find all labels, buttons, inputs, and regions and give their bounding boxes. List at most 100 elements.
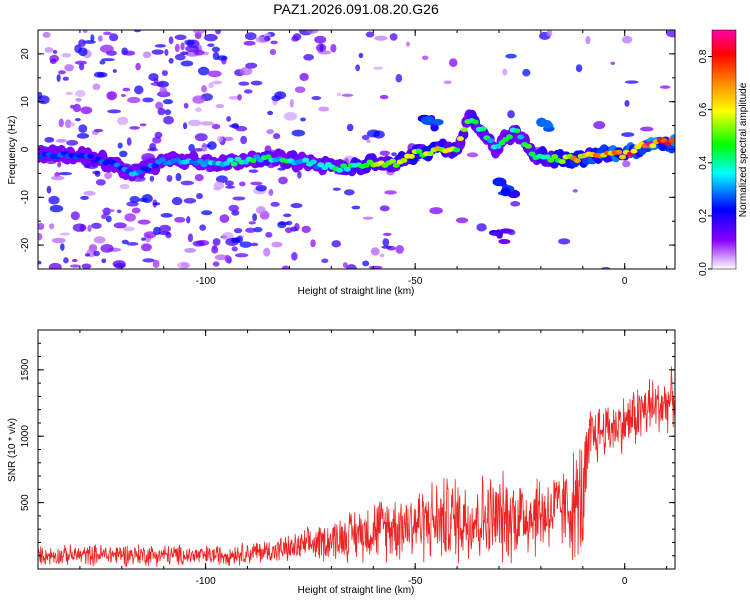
ridge-core — [558, 159, 566, 165]
noise-blob — [83, 40, 96, 44]
noise-blob — [248, 221, 256, 225]
noise-blob — [121, 239, 129, 245]
side-blob — [499, 228, 514, 234]
noise-blob — [104, 171, 113, 180]
noise-blob — [126, 241, 139, 246]
noise-blob — [152, 259, 160, 268]
ridge-core — [573, 158, 581, 164]
noise-blob — [239, 241, 252, 248]
noise-blob — [152, 202, 161, 206]
noise-blob — [153, 78, 159, 84]
noise-blob — [267, 110, 274, 116]
colorbar-tick-label: 0.4 — [698, 155, 709, 169]
noise-blob — [228, 95, 240, 100]
noise-blob — [382, 238, 390, 247]
noise-blob — [231, 246, 238, 252]
noise-blob — [97, 35, 103, 42]
y-tick-label: 10 — [20, 96, 31, 108]
ridge-core — [460, 126, 468, 132]
noise-blob — [75, 89, 86, 98]
noise-blob — [124, 213, 136, 222]
noise-blob — [139, 123, 147, 127]
noise-blob — [64, 119, 72, 128]
noise-blob — [211, 123, 221, 130]
ridge-core — [230, 161, 238, 167]
noise-blob — [318, 50, 332, 55]
noise-blob — [105, 215, 112, 223]
noise-blob — [116, 209, 122, 214]
side-blob — [420, 116, 435, 126]
noise-blob — [382, 232, 392, 236]
noise-blob — [48, 195, 60, 205]
noise-blob — [107, 109, 121, 114]
noise-blob — [243, 40, 256, 46]
noise-blob — [101, 258, 107, 264]
noise-blob — [93, 236, 106, 244]
noise-blob — [168, 36, 174, 45]
noise-blob — [336, 92, 342, 96]
ridge-core — [392, 162, 400, 168]
noise-blob — [362, 260, 370, 267]
colorbar-tick-label: 0.0 — [698, 262, 709, 276]
ridge-core — [668, 137, 675, 143]
noise-blob — [240, 135, 248, 145]
noise-blob — [113, 222, 127, 229]
noise-blob — [201, 210, 213, 216]
noise-blob — [82, 30, 88, 34]
noise-blob — [318, 106, 330, 112]
noise-blob — [203, 33, 218, 42]
noise-blob — [277, 221, 287, 229]
noise-blob — [271, 241, 283, 248]
noise-blob — [187, 233, 194, 243]
noise-blob — [101, 213, 107, 220]
y-tick-label: -20 — [20, 237, 31, 252]
noise-blob — [212, 238, 221, 246]
noise-blob — [65, 91, 73, 96]
noise-blob — [208, 82, 214, 89]
noise-blob — [232, 196, 246, 201]
noise-blob — [311, 96, 322, 101]
noise-blob — [69, 122, 76, 127]
noise-blob — [379, 253, 385, 258]
noise-blob — [278, 176, 288, 185]
noise-blob — [268, 188, 274, 196]
noise-blob — [83, 164, 91, 169]
noise-blob — [215, 30, 222, 35]
colorbar-gradient — [711, 29, 737, 270]
noise-blob — [186, 216, 191, 224]
ridge-core — [143, 167, 151, 173]
noise-blob — [476, 223, 487, 232]
noise-blob — [522, 68, 531, 77]
noise-blob — [558, 238, 571, 245]
noise-blob — [114, 262, 126, 269]
noise-blob — [188, 119, 202, 127]
ridge-core — [302, 157, 310, 163]
ridge-core — [513, 128, 521, 134]
noise-blob — [142, 51, 152, 59]
noise-blob — [274, 91, 287, 100]
noise-blob — [252, 213, 258, 222]
noise-blob — [265, 231, 273, 238]
ridge-core — [309, 159, 317, 165]
ridge-core — [389, 158, 397, 164]
noise-blob — [154, 44, 167, 48]
noise-blob — [466, 152, 479, 158]
noise-blob — [250, 181, 263, 186]
noise-blob — [366, 139, 371, 144]
noise-blob — [49, 58, 57, 65]
noise-blob — [141, 237, 146, 241]
noise-blob — [184, 39, 195, 46]
noise-blob — [94, 170, 101, 177]
noise-blob — [180, 60, 194, 67]
noise-blob — [159, 224, 172, 233]
y-tick-label: 1000 — [20, 425, 31, 448]
noise-blob — [194, 173, 204, 182]
noise-blob — [99, 60, 106, 65]
noise-blob — [164, 48, 169, 56]
noise-blob — [162, 98, 174, 105]
side-blob — [492, 177, 507, 187]
x-tick-label: 0 — [622, 576, 628, 587]
ridge-core — [664, 141, 672, 147]
x-tick-label: -50 — [408, 576, 423, 587]
ridge-core — [487, 138, 495, 144]
